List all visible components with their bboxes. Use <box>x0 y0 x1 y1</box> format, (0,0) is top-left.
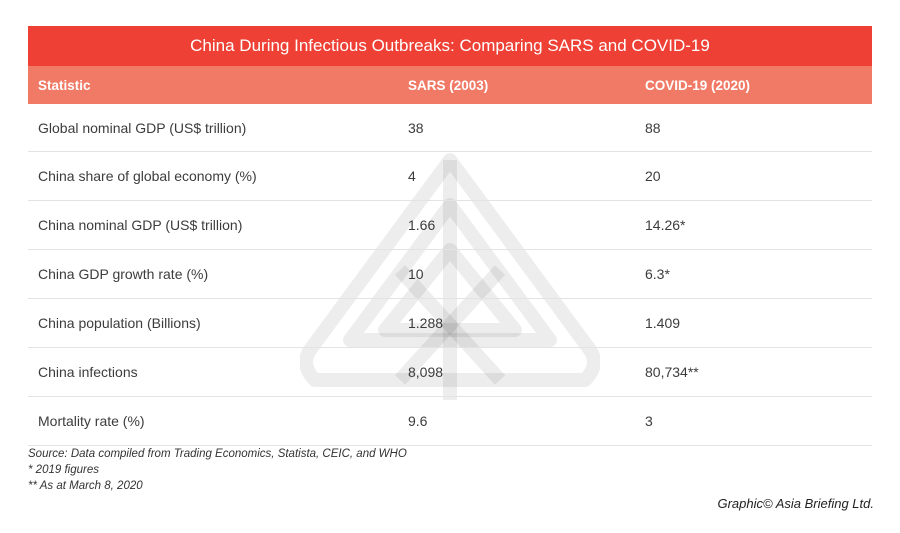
footnote-date: ** As at March 8, 2020 <box>28 480 143 492</box>
table-header-row: Statistic SARS (2003) COVID-19 (2020) <box>28 66 872 104</box>
row-statistic: Mortality rate (%) <box>38 413 145 429</box>
header-covid: COVID-19 (2020) <box>645 77 751 93</box>
header-sars: SARS (2003) <box>408 77 489 93</box>
table-row: China share of global economy (%) 4 20 <box>28 152 872 201</box>
table-row: China population (Billions) 1.288 1.409 <box>28 299 872 348</box>
table-row: Global nominal GDP (US$ trillion) 38 88 <box>28 104 872 152</box>
row-statistic: Global nominal GDP (US$ trillion) <box>38 119 247 136</box>
row-covid-value: 80,734** <box>645 364 699 380</box>
row-covid-value: 14.26* <box>645 217 686 233</box>
source-note: Source: Data compiled from Trading Econo… <box>28 448 407 460</box>
table-body: Global nominal GDP (US$ trillion) 38 88 … <box>28 104 872 446</box>
footnotes: Source: Data compiled from Trading Econo… <box>28 446 407 494</box>
row-covid-value: 1.409 <box>645 315 681 331</box>
row-statistic: China population (Billions) <box>38 315 201 331</box>
row-covid-value: 20 <box>645 168 661 184</box>
table-row: China GDP growth rate (%) 10 6.3* <box>28 250 872 299</box>
row-covid-value: 3 <box>645 413 653 429</box>
table-title: China During Infectious Outbreaks: Compa… <box>28 26 872 66</box>
header-statistic: Statistic <box>38 77 91 93</box>
row-sars-value: 8,098 <box>408 364 444 380</box>
footnote-2019: * 2019 figures <box>28 464 99 476</box>
comparison-table: China During Infectious Outbreaks: Compa… <box>28 26 872 446</box>
table-row: Mortality rate (%) 9.6 3 <box>28 397 872 446</box>
row-sars-value: 4 <box>408 168 416 184</box>
table-row: China infections 8,098 80,734** <box>28 348 872 397</box>
row-statistic: China share of global economy (%) <box>38 168 257 184</box>
graphic-credit: Graphic© Asia Briefing Ltd. <box>717 496 874 511</box>
row-statistic: China nominal GDP (US$ trillion) <box>38 217 243 233</box>
row-sars-value: 38 <box>408 119 424 136</box>
row-covid-value: 88 <box>645 119 661 136</box>
table-row: China nominal GDP (US$ trillion) 1.66 14… <box>28 201 872 250</box>
row-sars-value: 1.288 <box>408 315 444 331</box>
row-statistic: China infections <box>38 364 138 380</box>
row-covid-value: 6.3* <box>645 266 670 282</box>
row-statistic: China GDP growth rate (%) <box>38 266 209 282</box>
row-sars-value: 10 <box>408 266 424 282</box>
row-sars-value: 9.6 <box>408 413 428 429</box>
row-sars-value: 1.66 <box>408 217 436 233</box>
